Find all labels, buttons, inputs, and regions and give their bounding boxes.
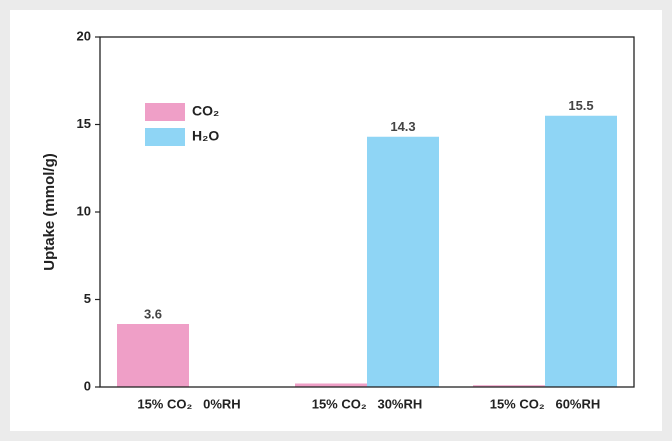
legend-swatch [145, 128, 185, 146]
y-tick-label: 20 [77, 28, 91, 43]
legend-swatch [145, 103, 185, 121]
y-tick-label: 5 [84, 291, 91, 306]
bar [545, 115, 617, 387]
bar [117, 324, 189, 387]
y-axis-label: Uptake (mmol/g) [41, 153, 58, 271]
value-label: 3.6 [144, 306, 162, 321]
bar [295, 383, 367, 387]
y-tick-label: 15 [77, 116, 91, 131]
x-tick-label: 15% CO₂ 30%RH [312, 396, 423, 411]
x-tick-label: 15% CO₂ 60%RH [490, 396, 601, 411]
value-label: 14.3 [390, 119, 415, 134]
x-tick-label: 15% CO₂ 0%RH [137, 396, 240, 411]
y-tick-label: 0 [84, 378, 91, 393]
plot-frame [99, 36, 635, 388]
legend-label: H₂O [192, 128, 219, 144]
value-label: 15.5 [568, 98, 593, 113]
y-tick-label: 10 [77, 203, 91, 218]
bar [367, 136, 439, 387]
bar [473, 385, 545, 387]
legend-label: CO₂ [192, 103, 219, 119]
